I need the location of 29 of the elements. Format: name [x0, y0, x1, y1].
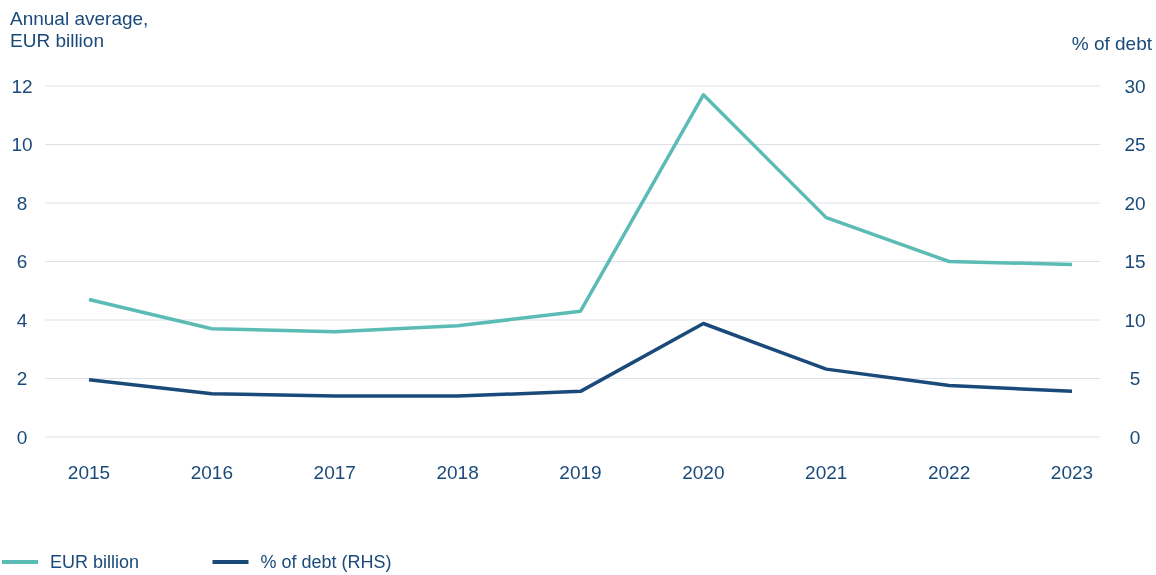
x-tick-label: 2021: [805, 461, 848, 483]
legend-label: EUR billion: [50, 552, 140, 573]
y2-tick-label: 5: [1129, 368, 1141, 390]
y2-tick-label: 15: [1124, 251, 1146, 273]
y2-tick-label: 0: [1129, 426, 1141, 448]
line-series: [87, 93, 1074, 334]
x-tick-label: 2015: [67, 461, 111, 483]
y2-tick-label: 20: [1124, 192, 1146, 214]
y2-tick-label: 10: [1124, 309, 1146, 331]
x-tick-label: 2022: [927, 461, 971, 483]
y-tick-label: 2: [16, 368, 28, 390]
y-axis-title: Annual average, EUR billion: [10, 8, 149, 51]
x-tick-label: 2023: [1050, 461, 1094, 483]
x-tick-label: 2018: [436, 461, 479, 483]
y-tick-label: 4: [16, 309, 28, 331]
y-tick-label: 0: [16, 426, 28, 448]
y2-tick-label: 25: [1124, 134, 1146, 156]
y-tick-label: 10: [11, 134, 33, 156]
y2-tick-label: 30: [1124, 75, 1146, 97]
x-tick-label: 2017: [313, 461, 356, 483]
y-tick-label: 6: [16, 251, 28, 273]
line-series: [87, 321, 1074, 398]
y2-axis-title: % of debt: [1071, 33, 1153, 54]
y-tick-label: 8: [16, 192, 28, 214]
x-tick-label: 2019: [559, 461, 602, 483]
legend-label: % of debt (RHS): [260, 552, 392, 573]
x-tick-label: 2016: [190, 461, 234, 483]
y-tick-label: 12: [11, 75, 33, 97]
x-tick-label: 2020: [682, 461, 725, 483]
